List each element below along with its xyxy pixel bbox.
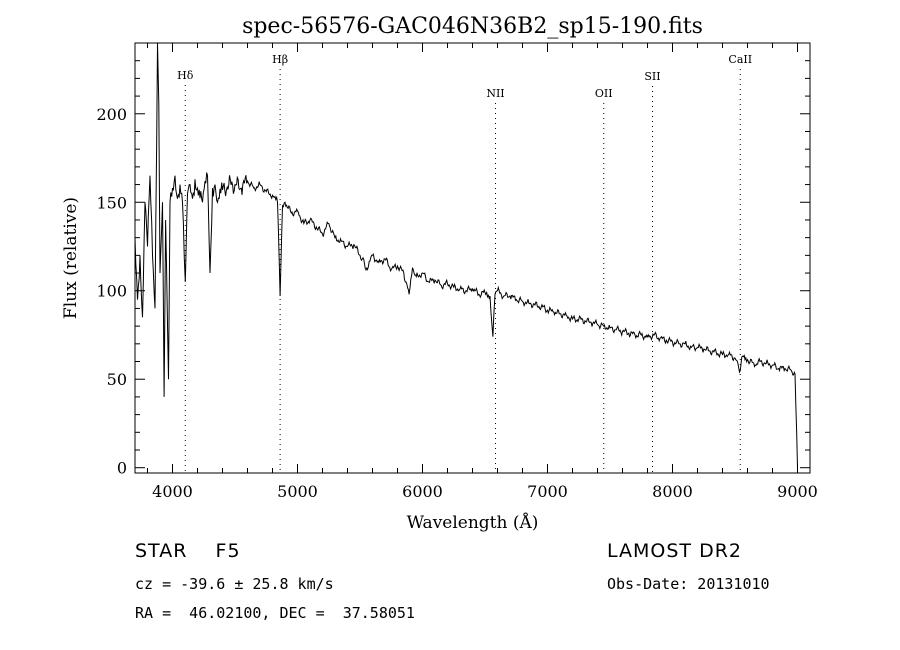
spectral-line-label: CaII: [728, 53, 752, 66]
x-tick-label: 8000: [652, 482, 693, 501]
y-axis-label: Flux (relative): [61, 197, 81, 319]
spectral-line-label: Hβ: [272, 53, 288, 66]
spectral-line-label: OII: [595, 87, 613, 100]
y-tick-label: 200: [96, 105, 127, 124]
x-tick-label: 7000: [527, 482, 568, 501]
coordinates: RA = 46.02100, DEC = 37.58051: [135, 604, 415, 622]
observation-date: Obs-Date: 20131010: [607, 575, 770, 593]
object-class: STAR F5: [135, 540, 241, 562]
x-axis-label: Wavelength (Å): [407, 512, 539, 533]
spectral-line-label: NII: [486, 87, 504, 100]
x-tick-label: 9000: [777, 482, 818, 501]
chart-title: spec-56576-GAC046N36B2_sp15-190.fits: [242, 14, 703, 39]
y-tick-label: 100: [96, 282, 127, 301]
plot-frame: [134, 42, 811, 474]
survey-name: LAMOST DR2: [607, 540, 742, 562]
spectrum-line: [135, 43, 798, 468]
y-tick-label: 50: [107, 370, 127, 389]
x-tick-label: 4000: [152, 482, 193, 501]
spectral-line-label: SII: [644, 70, 660, 83]
y-tick-label: 150: [96, 193, 127, 212]
y-tick-label: 0: [117, 459, 127, 478]
x-tick-label: 5000: [277, 482, 318, 501]
redshift-velocity: cz = -39.6 ± 25.8 km/s: [135, 575, 334, 593]
spectral-line-label: Hδ: [177, 69, 194, 82]
x-tick-label: 6000: [402, 482, 443, 501]
